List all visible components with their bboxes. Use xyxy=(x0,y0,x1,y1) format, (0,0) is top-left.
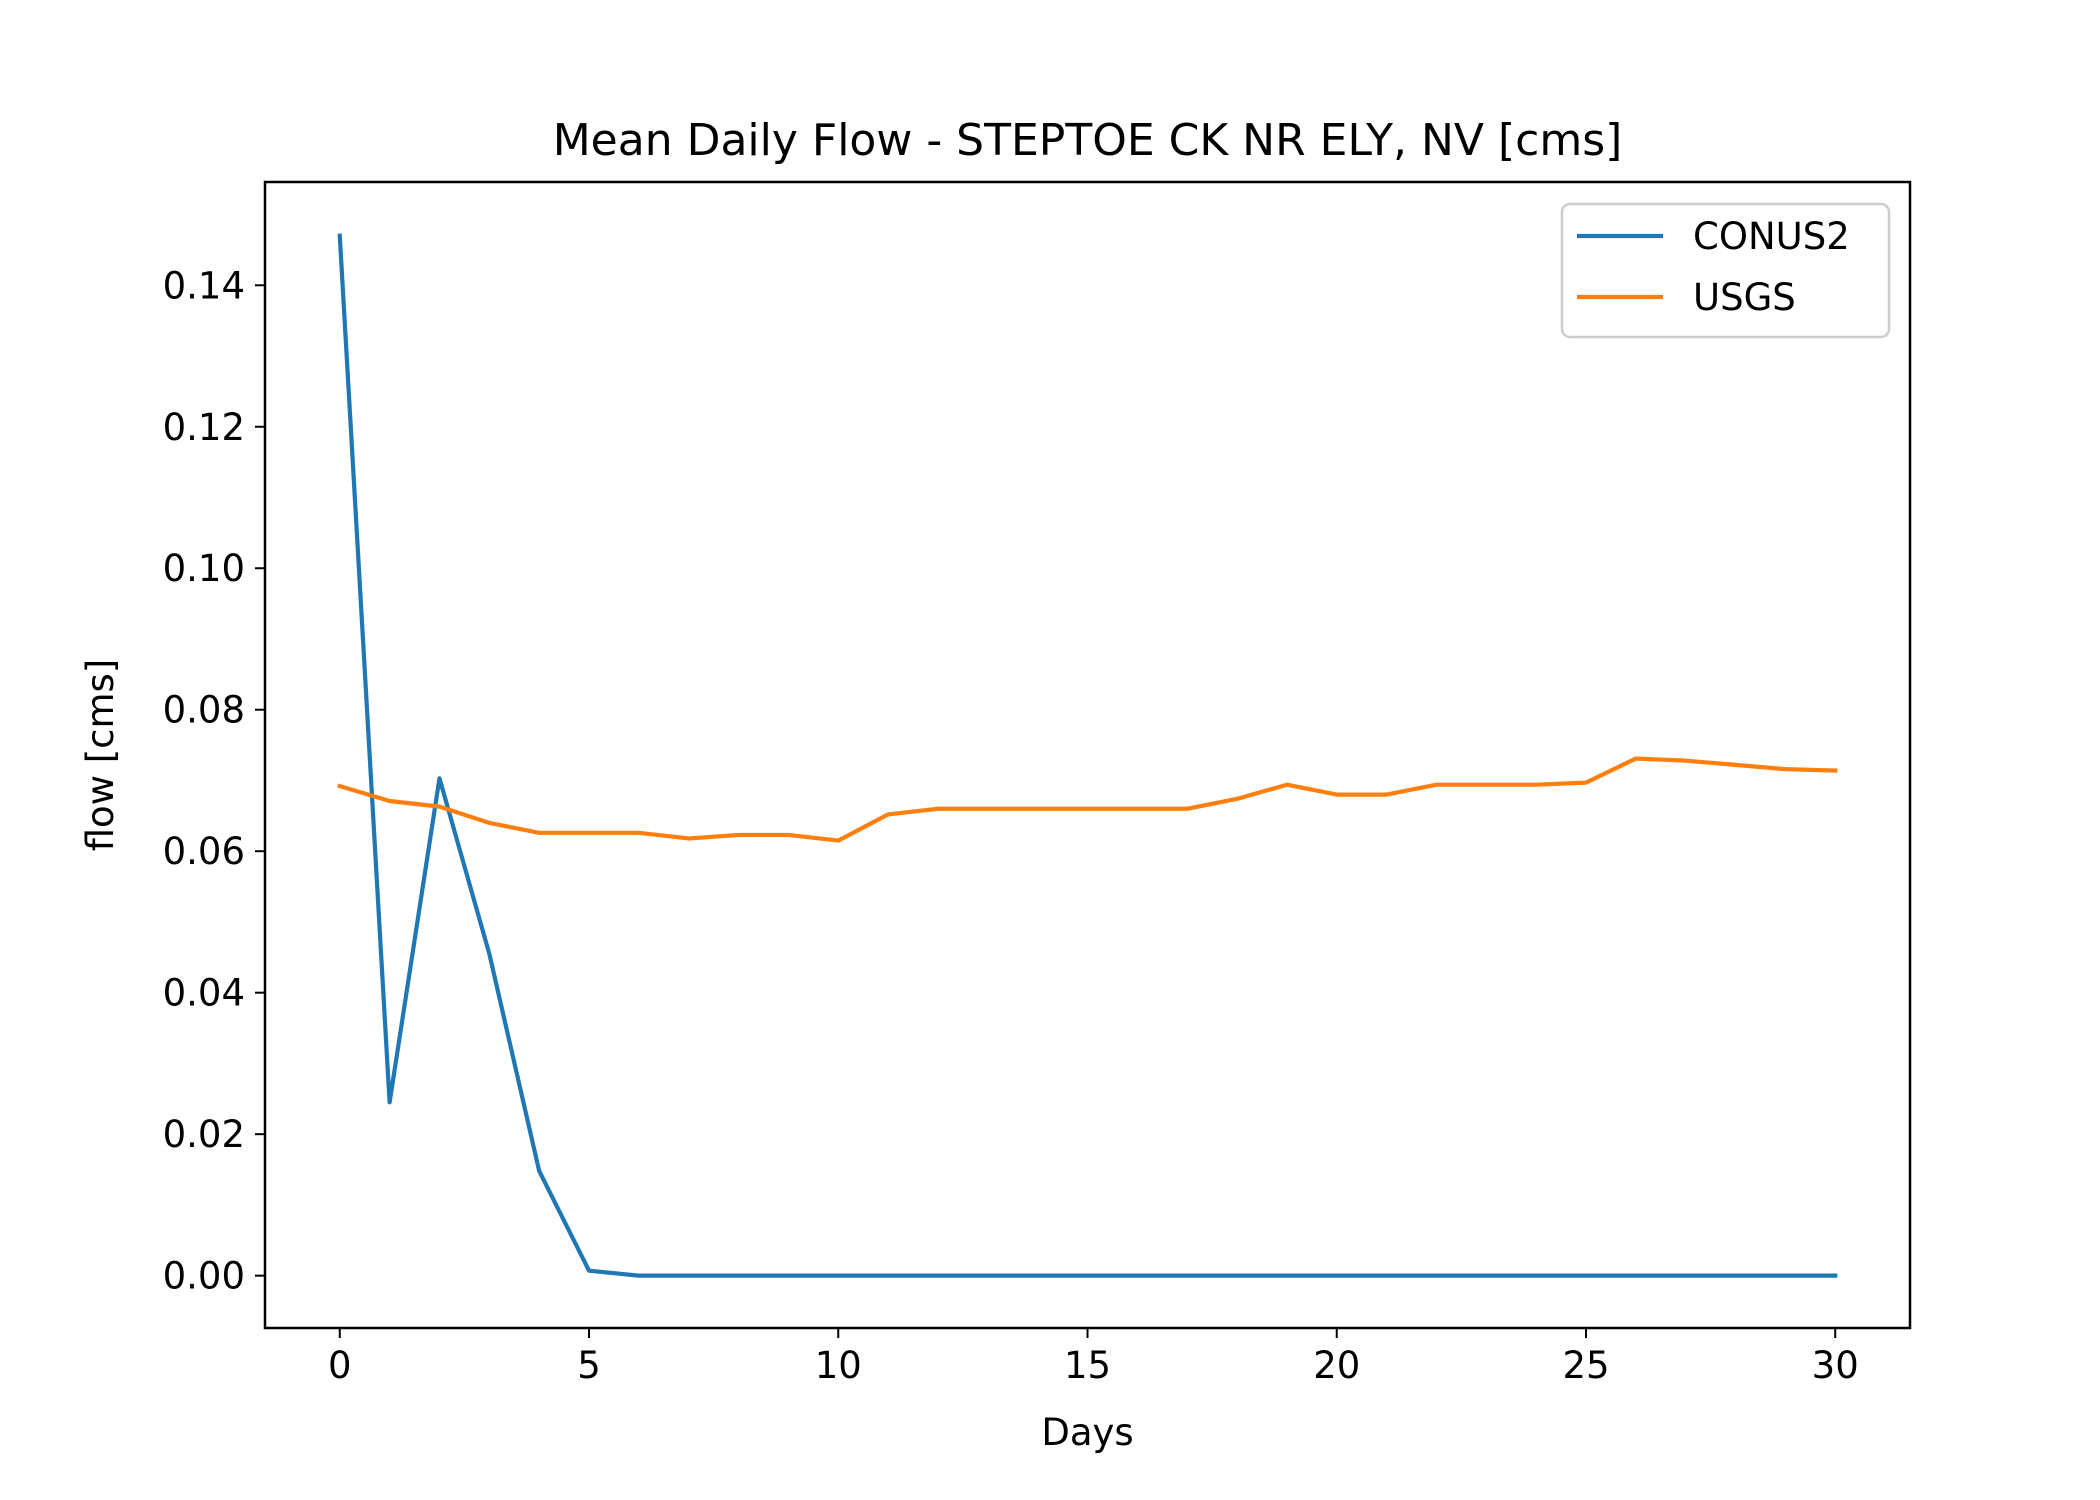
x-tick-label: 20 xyxy=(1313,1344,1360,1387)
chart-title: Mean Daily Flow - STEPTOE CK NR ELY, NV … xyxy=(553,115,1623,166)
x-tick-label: 10 xyxy=(815,1344,862,1387)
x-tick-label: 5 xyxy=(577,1344,601,1387)
series-line-conus2 xyxy=(337,233,1838,1278)
y-tick-label: 0.02 xyxy=(163,1113,245,1156)
y-tick-label: 0.06 xyxy=(163,830,245,873)
y-tick-label: 0.08 xyxy=(163,689,245,732)
x-axis-label: Days xyxy=(1041,1411,1133,1454)
legend: CONUS2 USGS xyxy=(1560,202,1891,339)
series-line-usgs xyxy=(337,756,1838,843)
x-tick-label: 0 xyxy=(328,1344,352,1387)
y-tick-label: 0.00 xyxy=(163,1255,245,1298)
y-tick-label: 0.12 xyxy=(163,406,245,449)
x-tick-label: 30 xyxy=(1812,1344,1859,1387)
y-tick-label: 0.14 xyxy=(163,264,245,307)
x-tick-label: 15 xyxy=(1064,1344,1111,1387)
legend-label-usgs: USGS xyxy=(1693,276,1796,319)
series-layer xyxy=(337,233,1838,1278)
legend-entries: CONUS2 USGS xyxy=(1577,215,1850,319)
x-axis-ticks: 0 5 10 15 20 25 30 xyxy=(328,1328,1859,1387)
y-tick-label: 0.10 xyxy=(163,547,245,590)
y-axis-label: flow [cms] xyxy=(79,659,122,852)
y-tick-label: 0.04 xyxy=(163,972,245,1015)
legend-label-conus2: CONUS2 xyxy=(1693,215,1850,258)
y-axis-ticks: 0.00 0.02 0.04 0.06 0.08 0.10 0.12 0.14 xyxy=(163,264,265,1298)
x-tick-label: 25 xyxy=(1562,1344,1609,1387)
